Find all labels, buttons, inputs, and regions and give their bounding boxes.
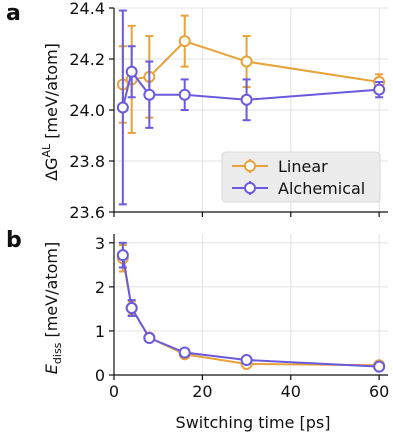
panel-a-ytick-label-2: 24.0 xyxy=(69,101,105,120)
panel-b-ytick-label-1: 1 xyxy=(95,322,105,341)
panel-a-alchemical-point-3 xyxy=(178,88,191,101)
panel-a-ytick-label-4: 24.4 xyxy=(69,0,105,18)
panel-a-ylabel-main: ΔG xyxy=(42,158,61,181)
panel-a-ytick-label-0: 23.6 xyxy=(69,203,105,222)
panel-a-alchemical-line xyxy=(121,69,380,108)
panel-a-linear-point-3 xyxy=(178,35,191,48)
panel-b-ylabel-main: E xyxy=(42,363,61,374)
panel-b-xtick-label-0: 0 xyxy=(109,382,119,401)
legend-alchemical-label: Alchemical xyxy=(278,179,365,198)
panel-b-linear-line xyxy=(121,258,380,367)
panel-b-alchemical-line xyxy=(121,254,380,368)
panel-a-ylabel-rest: [meV/atom] xyxy=(42,43,61,144)
panel-b-xlabel: Switching time [ps] xyxy=(176,413,331,432)
panel-b-ytick-label-2: 2 xyxy=(95,278,105,297)
legend-alchemical-marker xyxy=(244,182,256,194)
panel-a-alchemical-point-1 xyxy=(125,65,138,78)
panel-a-ylabel: ΔGAL [meV/atom] xyxy=(40,43,61,181)
panel-a-legend-box xyxy=(221,151,381,203)
panel-b-letter: b xyxy=(6,228,22,253)
panel-b-alchemical-point-5 xyxy=(373,360,386,373)
panel-b-ylabel-rest: [meV/atom] xyxy=(42,242,61,343)
panel-b-alchemical-point-3 xyxy=(178,346,191,359)
legend-linear-label: Linear xyxy=(278,157,328,176)
panel-a-plot: 23.6 23.8 24.0 24.2 24.4 Linear Alchemical xyxy=(69,0,388,222)
legend-linear-marker xyxy=(244,160,256,172)
panel-b-alchemical-point-4 xyxy=(240,354,253,367)
panel-a-alchemical-point-2 xyxy=(143,88,156,101)
panel-a-legend: Linear Alchemical xyxy=(221,151,381,203)
panel-b-ytick-label-0: 0 xyxy=(95,366,105,385)
panel-b-plot: 0 1 2 3 0 20 40 60 xyxy=(95,234,390,401)
panel-b-alchemical-point-2 xyxy=(143,331,156,344)
panel-a-letter: a xyxy=(6,1,21,26)
panel-b-alchemical-point-0 xyxy=(116,249,129,262)
panel-b-ytick-label-3: 3 xyxy=(95,234,105,253)
panel-b-xtick-label-2: 40 xyxy=(281,382,301,401)
panel-a-linear-point-4 xyxy=(240,55,253,68)
panel-b-ylabel-sub: diss xyxy=(51,342,64,364)
panel-a-alchemical-point-0 xyxy=(116,101,129,114)
panel-a-ylabel-sup: AL xyxy=(40,143,53,158)
panel-a-ytick-label-1: 23.8 xyxy=(69,152,105,171)
panel-a-ytick-label-3: 24.2 xyxy=(69,50,105,69)
panel-b-xtick-label-3: 60 xyxy=(369,382,389,401)
panel-b-alchemical-point-1 xyxy=(125,302,138,315)
panel-b-ylabel: Ediss [meV/atom] xyxy=(42,242,64,374)
panel-b-xtick-label-1: 20 xyxy=(192,382,212,401)
panel-a-alchemical-point-4 xyxy=(240,93,253,106)
panel-a-alchemical-point-5 xyxy=(373,83,386,96)
